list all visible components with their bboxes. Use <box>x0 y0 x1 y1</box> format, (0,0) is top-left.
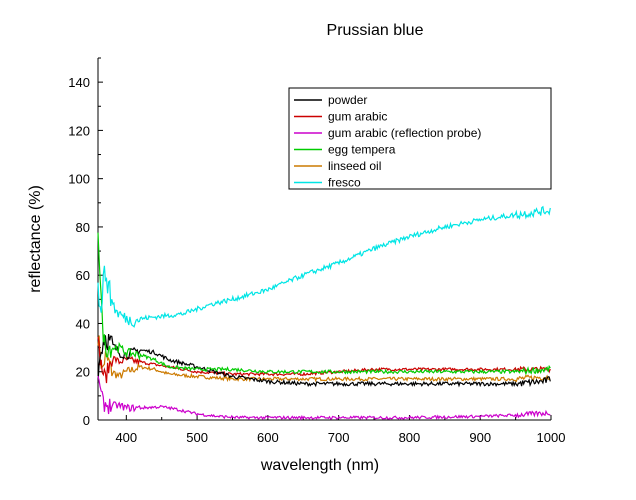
legend-label: gum arabic <box>328 110 387 124</box>
legend-label: egg tempera <box>328 143 396 157</box>
y-axis-label: reflectance (%) <box>27 185 44 293</box>
legend-label: powder <box>328 93 367 107</box>
series-line-fresco <box>97 205 551 328</box>
y-tick-label: 0 <box>83 413 90 428</box>
legend-label: linseed oil <box>328 159 381 173</box>
legend-label: gum arabic (reflection probe) <box>328 126 481 140</box>
x-tick-label: 600 <box>257 430 279 445</box>
series-line-linseed-oil <box>97 335 551 383</box>
x-tick-label: 800 <box>399 430 421 445</box>
x-axis-label: wavelength (nm) <box>260 457 379 474</box>
y-tick-label: 20 <box>76 365 90 380</box>
x-tick-label: 400 <box>115 430 137 445</box>
legend-label: fresco <box>328 176 361 190</box>
legend-box <box>288 87 552 190</box>
series-line-egg-tempera <box>97 232 551 376</box>
axis-ticks: 400 500 600 700 800 900 1000 0 20 40 60 80 100 120 140 <box>68 57 566 445</box>
y-tick-label: 100 <box>68 172 90 187</box>
x-tick-label: 700 <box>328 430 350 445</box>
chart-title: Prussian blue <box>327 22 424 39</box>
series-line-gum-arabic-reflection-probe- <box>97 375 551 421</box>
legend-items: powder gum arabic gum arabic (reflection p… <box>294 93 481 190</box>
series-line-powder <box>97 333 551 388</box>
x-tick-label: 1000 <box>537 430 566 445</box>
y-tick-label: 40 <box>76 316 90 331</box>
legend: powder gum arabic gum arabic (reflection p… <box>288 87 552 190</box>
x-tick-label: 900 <box>469 430 491 445</box>
x-tick-label: 500 <box>186 430 208 445</box>
y-tick-label: 120 <box>68 123 90 138</box>
series-layer <box>97 205 551 421</box>
y-tick-label: 60 <box>76 268 90 283</box>
y-tick-label: 80 <box>76 220 90 235</box>
series-line-gum-arabic <box>97 336 551 384</box>
y-tick-label: 140 <box>68 75 90 90</box>
